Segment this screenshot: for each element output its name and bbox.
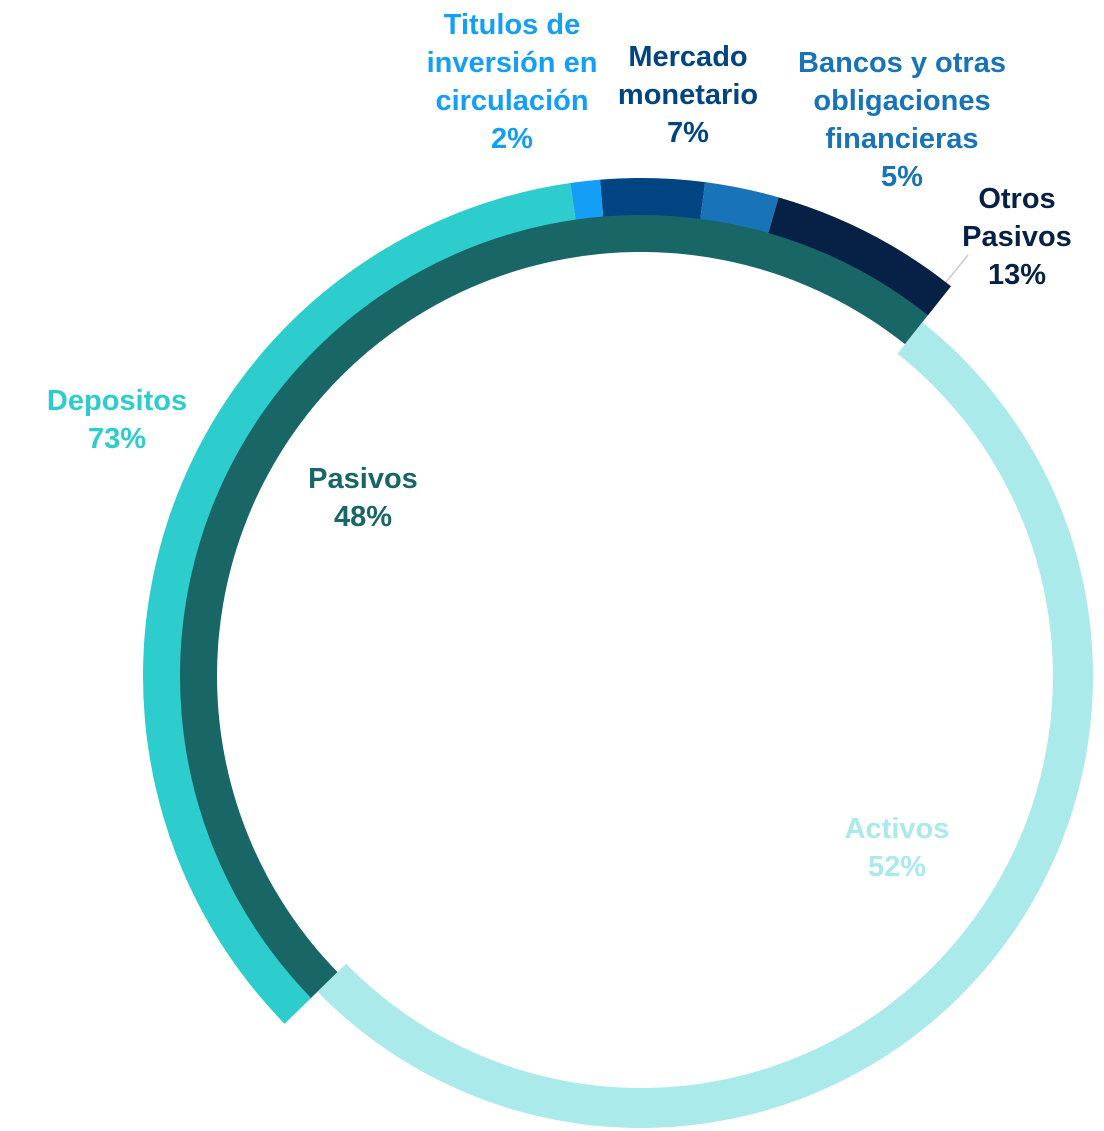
outer-segment bbox=[570, 179, 604, 220]
segment-value: 73% bbox=[87, 423, 147, 455]
segment-value: 52% bbox=[867, 851, 927, 883]
inner-segment bbox=[317, 322, 1094, 1129]
segment-name: Pasivos bbox=[308, 463, 418, 495]
outer-segment bbox=[600, 178, 706, 219]
segment-value: 2% bbox=[491, 123, 533, 155]
inner-segment bbox=[179, 214, 929, 999]
outer-segment bbox=[768, 197, 952, 316]
segment-name: Activos bbox=[844, 813, 950, 845]
segment-value: 13% bbox=[987, 259, 1047, 291]
segment-label: Bancos y otras obligaciones financieras 5… bbox=[772, 44, 1032, 196]
segment-label: Titulos de inversión en circulación 2% bbox=[410, 6, 615, 158]
segment-label: Otros Pasivos 13% bbox=[947, 180, 1087, 294]
outer-segment bbox=[700, 182, 779, 233]
segment-label: Mercado monetario 7% bbox=[603, 38, 773, 152]
segment-label: Pasivos 48% bbox=[283, 460, 443, 536]
segment-label: Activos 52% bbox=[817, 810, 977, 886]
segment-label: Depositos 73% bbox=[17, 382, 217, 458]
segment-name: Otros Pasivos bbox=[962, 183, 1072, 253]
segment-value: 48% bbox=[333, 501, 393, 533]
outer-segment bbox=[143, 183, 576, 1024]
segment-name: Bancos y otras obligaciones financieras bbox=[798, 47, 1006, 155]
segment-name: Mercado monetario bbox=[617, 41, 759, 111]
segment-name: Depositos bbox=[46, 385, 188, 417]
segment-value: 5% bbox=[881, 161, 923, 193]
segment-name: Titulos de inversión en circulación bbox=[426, 9, 598, 117]
segment-value: 7% bbox=[667, 117, 709, 149]
